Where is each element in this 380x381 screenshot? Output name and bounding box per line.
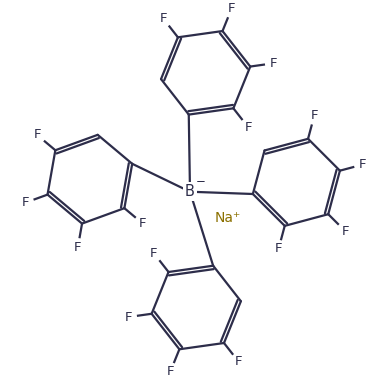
Text: F: F <box>167 365 174 378</box>
Text: F: F <box>310 109 318 122</box>
Text: F: F <box>74 240 82 253</box>
Text: F: F <box>359 158 367 171</box>
Text: F: F <box>341 224 349 237</box>
Text: F: F <box>139 217 146 230</box>
Text: B: B <box>185 184 195 199</box>
Text: F: F <box>244 120 252 134</box>
Text: F: F <box>275 242 282 255</box>
Text: Na⁺: Na⁺ <box>214 211 241 225</box>
Text: −: − <box>196 174 206 187</box>
Text: F: F <box>270 57 277 70</box>
Text: F: F <box>21 196 29 209</box>
Text: F: F <box>160 12 167 25</box>
Text: F: F <box>228 3 235 16</box>
Text: F: F <box>124 311 132 323</box>
Text: F: F <box>33 128 41 141</box>
Text: F: F <box>235 355 242 368</box>
Text: F: F <box>150 247 158 260</box>
